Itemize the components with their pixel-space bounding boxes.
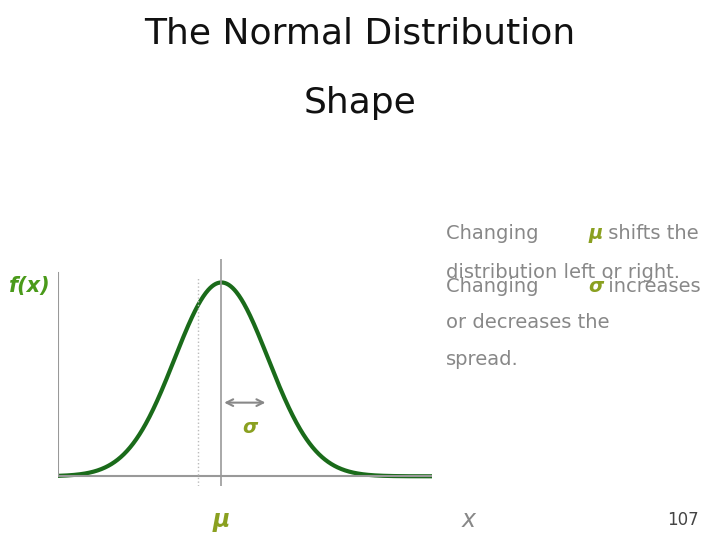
Text: increases: increases — [603, 277, 701, 296]
Text: or decreases the: or decreases the — [446, 313, 610, 332]
Text: σ: σ — [242, 418, 257, 437]
Text: Changing: Changing — [446, 224, 545, 243]
Text: shifts the: shifts the — [603, 224, 699, 243]
Text: Changing: Changing — [446, 277, 545, 296]
Text: x: x — [462, 508, 475, 531]
Text: spread.: spread. — [446, 350, 519, 369]
Text: f(x): f(x) — [9, 276, 50, 296]
Text: distribution left or right.: distribution left or right. — [446, 262, 680, 282]
Text: μ: μ — [212, 508, 230, 531]
Text: σ: σ — [589, 277, 604, 296]
Text: Shape: Shape — [304, 86, 416, 120]
Text: 107: 107 — [667, 511, 698, 529]
Text: μ: μ — [589, 224, 603, 243]
Text: The Normal Distribution: The Normal Distribution — [145, 16, 575, 50]
